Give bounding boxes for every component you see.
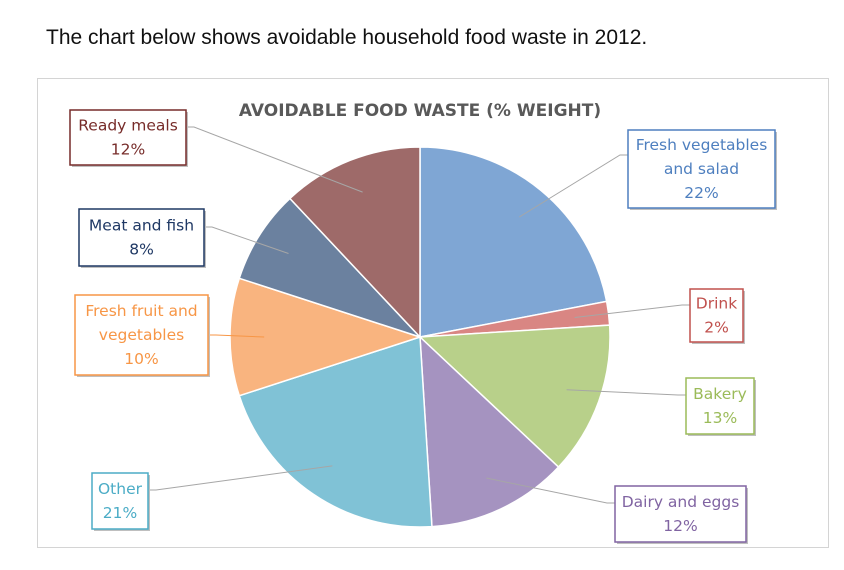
data-label-name-drink: Drink — [696, 295, 737, 313]
pie-slice-meat-and-fish — [238, 197, 421, 338]
leader-line-dairy-and-eggs — [486, 477, 615, 504]
data-label-value-meat-and-fish: 8% — [129, 241, 154, 259]
chart-title: AVOIDABLE FOOD WASTE (% WEIGHT) — [239, 101, 601, 121]
leader-line-bakery — [566, 389, 686, 396]
leader-line-meat-and-fish — [204, 226, 289, 254]
leader-line-ready-meals — [186, 126, 363, 193]
data-label-name-other: Other — [98, 480, 143, 498]
label-box-dairy-and-eggs — [614, 485, 747, 543]
leader-line-fresh-vegetables-and-salad — [519, 154, 628, 218]
data-label-name-ready-meals: Ready meals — [78, 117, 178, 135]
leader-line-drink — [574, 304, 690, 318]
label-box-fresh-fruit-and-vegetables — [74, 294, 209, 376]
data-label-name-fresh-fruit-and-vegetables: vegetables — [99, 326, 184, 344]
label-box-ready-meals — [69, 109, 187, 166]
data-label-name-fresh-fruit-and-vegetables: Fresh fruit and — [85, 302, 197, 320]
leader-line-other — [148, 465, 333, 491]
pie-slice-fresh-vegetables-and-salad — [419, 146, 608, 338]
data-label-value-fresh-vegetables-and-salad: 22% — [684, 184, 718, 202]
label-box-bakery — [685, 377, 755, 435]
label-box-fresh-vegetables-and-salad — [627, 129, 776, 209]
pie-slice-other — [238, 335, 433, 528]
data-label-name-fresh-vegetables-and-salad: and salad — [664, 160, 739, 178]
data-label-value-other: 21% — [103, 504, 137, 522]
data-label-name-meat-and-fish: Meat and fish — [89, 217, 194, 235]
data-label-name-bakery: Bakery — [693, 385, 747, 403]
data-label-value-fresh-fruit-and-vegetables: 10% — [124, 350, 158, 368]
pie-slice-ready-meals — [288, 146, 421, 339]
pie-slice-dairy-and-eggs — [419, 335, 560, 528]
data-label-value-bakery: 13% — [703, 409, 737, 427]
leader-line-fresh-fruit-and-vegetables — [208, 334, 265, 338]
data-label-value-ready-meals: 12% — [111, 141, 145, 159]
label-box-meat-and-fish — [78, 208, 205, 267]
pie-slice-fresh-fruit-and-vegetables — [229, 277, 423, 397]
label-box-drink — [689, 288, 744, 343]
data-label-value-drink: 2% — [704, 319, 729, 337]
pie-slice-bakery — [418, 324, 611, 469]
data-label-name-fresh-vegetables-and-salad: Fresh vegetables — [636, 136, 768, 154]
data-label-name-dairy-and-eggs: Dairy and eggs — [622, 493, 740, 511]
page-caption: The chart below shows avoidable househol… — [46, 26, 648, 49]
data-label-value-dairy-and-eggs: 12% — [663, 517, 697, 535]
label-box-other — [91, 472, 149, 530]
